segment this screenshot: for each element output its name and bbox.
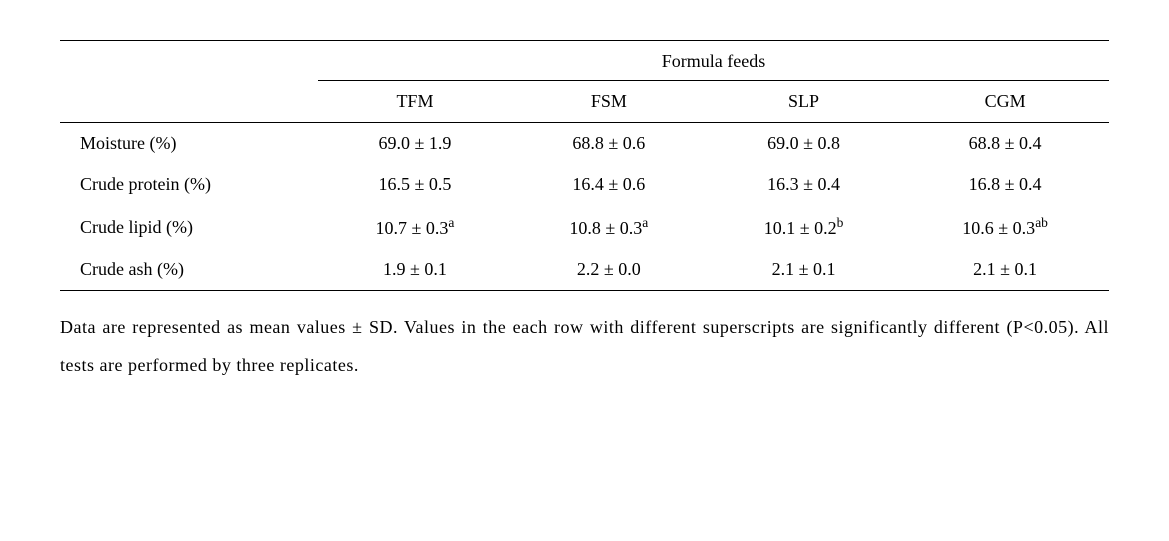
data-cell: 16.5 ± 0.5 bbox=[318, 164, 512, 205]
data-cell: 2.2 ± 0.0 bbox=[512, 249, 706, 291]
header-empty bbox=[60, 41, 318, 123]
data-cell: 2.1 ± 0.1 bbox=[901, 249, 1109, 291]
data-cell: 16.3 ± 0.4 bbox=[706, 164, 901, 205]
row-label: Crude protein (%) bbox=[60, 164, 318, 205]
data-cell: 68.8 ± 0.6 bbox=[512, 123, 706, 165]
table-body: Moisture (%)69.0 ± 1.968.8 ± 0.669.0 ± 0… bbox=[60, 123, 1109, 291]
row-label: Crude ash (%) bbox=[60, 249, 318, 291]
data-cell: 1.9 ± 0.1 bbox=[318, 249, 512, 291]
data-cell: 16.8 ± 0.4 bbox=[901, 164, 1109, 205]
col-header-tfm: TFM bbox=[318, 81, 512, 123]
col-header-cgm: CGM bbox=[901, 81, 1109, 123]
data-cell: 2.1 ± 0.1 bbox=[706, 249, 901, 291]
data-table: Formula feeds TFM FSM SLP CGM Moisture (… bbox=[60, 40, 1109, 291]
data-cell: 68.8 ± 0.4 bbox=[901, 123, 1109, 165]
data-cell: 69.0 ± 1.9 bbox=[318, 123, 512, 165]
header-group-formula-feeds: Formula feeds bbox=[318, 41, 1109, 81]
col-header-slp: SLP bbox=[706, 81, 901, 123]
table-row: Moisture (%)69.0 ± 1.968.8 ± 0.669.0 ± 0… bbox=[60, 123, 1109, 165]
table-row: Crude lipid (%)10.7 ± 0.3a10.8 ± 0.3a10.… bbox=[60, 205, 1109, 249]
data-cell: 69.0 ± 0.8 bbox=[706, 123, 901, 165]
cell-superscript: a bbox=[448, 215, 454, 230]
table-row: Crude ash (%)1.9 ± 0.12.2 ± 0.02.1 ± 0.1… bbox=[60, 249, 1109, 291]
data-cell: 16.4 ± 0.6 bbox=[512, 164, 706, 205]
cell-superscript: b bbox=[837, 215, 844, 230]
data-cell: 10.7 ± 0.3a bbox=[318, 205, 512, 249]
row-label: Moisture (%) bbox=[60, 123, 318, 165]
data-cell: 10.6 ± 0.3ab bbox=[901, 205, 1109, 249]
col-header-fsm: FSM bbox=[512, 81, 706, 123]
cell-superscript: ab bbox=[1035, 215, 1048, 230]
row-label: Crude lipid (%) bbox=[60, 205, 318, 249]
data-cell: 10.1 ± 0.2b bbox=[706, 205, 901, 249]
table-footnote: Data are represented as mean values ± SD… bbox=[60, 309, 1109, 385]
data-cell: 10.8 ± 0.3a bbox=[512, 205, 706, 249]
cell-superscript: a bbox=[642, 215, 648, 230]
table-row: Crude protein (%)16.5 ± 0.516.4 ± 0.616.… bbox=[60, 164, 1109, 205]
